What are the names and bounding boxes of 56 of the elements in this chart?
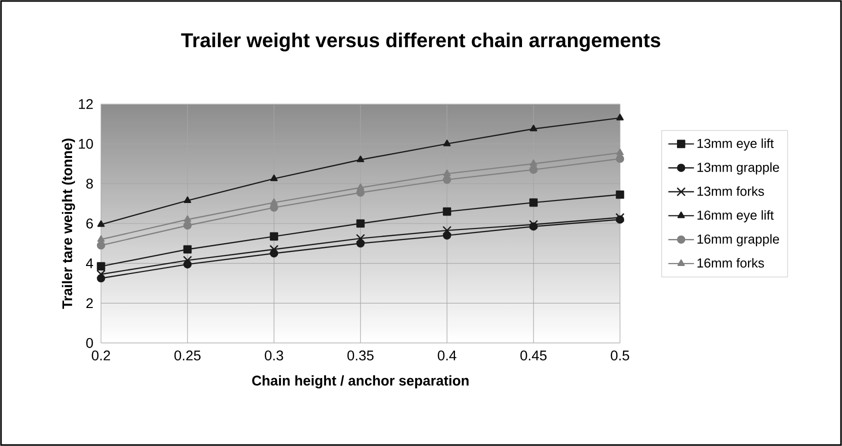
y-tick-label: 8 xyxy=(86,178,93,189)
y-tick-label: 4 xyxy=(86,258,94,268)
point xyxy=(615,212,625,222)
x-tick-label: 0.45 xyxy=(520,350,547,360)
x-tick-label: 0.5 xyxy=(610,350,630,360)
legend-label: 16mm grapple xyxy=(698,234,780,246)
x-tick-label: 0.2 xyxy=(92,350,110,360)
x-tick-label: 0.25 xyxy=(174,350,201,360)
point xyxy=(529,166,538,174)
point xyxy=(616,148,624,156)
point xyxy=(96,270,106,279)
legend-label: 13mm eye lift xyxy=(698,138,774,151)
x-tick-label: 0.3 xyxy=(264,350,284,360)
y-tick-label: 2 xyxy=(86,298,93,308)
x-tick-label: 0.35 xyxy=(347,350,374,360)
point xyxy=(183,221,192,230)
legend-label: 13mm forks xyxy=(698,186,764,196)
y-tick-label: 10 xyxy=(78,138,93,149)
x-tick-label: 0.4 xyxy=(438,350,456,360)
point xyxy=(616,190,624,199)
point xyxy=(184,196,192,203)
x-axis-title: Chain height / anchor separation xyxy=(252,375,469,388)
point xyxy=(443,140,451,146)
point xyxy=(96,241,106,250)
point xyxy=(182,256,192,265)
y-axis-title: Trailer tare weight (tonne) xyxy=(62,138,76,309)
y-tick-label: 0 xyxy=(86,338,93,348)
point xyxy=(530,160,538,166)
point xyxy=(97,220,105,227)
point xyxy=(616,114,624,120)
point xyxy=(528,220,538,230)
point xyxy=(270,198,278,205)
point xyxy=(616,154,624,163)
point xyxy=(270,232,278,241)
point xyxy=(530,124,538,132)
point xyxy=(96,262,106,270)
legend-label: 16mm eye lift xyxy=(698,210,774,222)
point xyxy=(529,198,538,207)
point xyxy=(443,170,451,176)
point xyxy=(356,234,366,243)
point xyxy=(270,174,278,182)
legend-label: 16mm forks xyxy=(698,258,764,268)
point xyxy=(269,244,279,254)
y-tick-label: 12 xyxy=(78,99,93,109)
point xyxy=(356,219,365,228)
point xyxy=(97,235,105,242)
point xyxy=(442,207,452,216)
point xyxy=(356,183,364,190)
point xyxy=(442,176,452,184)
point xyxy=(183,245,192,254)
y-tick-label: 6 xyxy=(86,218,93,228)
chart-title: Trailer weight versus different chain arrangements xyxy=(181,32,660,52)
point xyxy=(442,226,452,235)
point xyxy=(356,156,364,162)
legend-label: 13mm grapple xyxy=(698,162,780,175)
point xyxy=(184,215,192,222)
